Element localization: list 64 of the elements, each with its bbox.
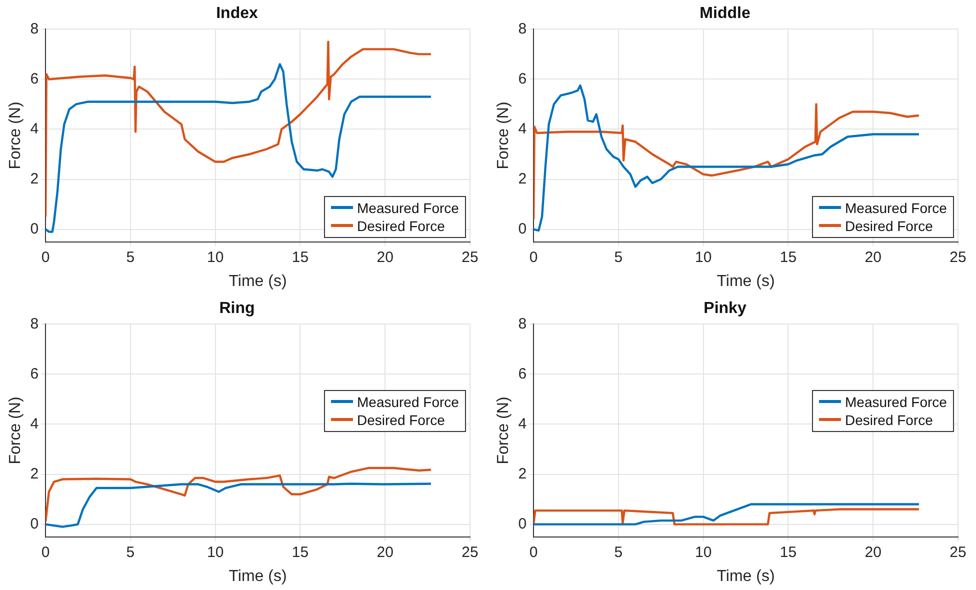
y-tick-label: 0 bbox=[518, 220, 527, 238]
chart-title: Index bbox=[216, 5, 258, 22]
chart-title: Pinky bbox=[704, 300, 746, 318]
legend-label: Measured Force bbox=[357, 392, 459, 410]
x-tick-label: 25 bbox=[950, 544, 966, 561]
y-tick-label: 4 bbox=[518, 415, 527, 432]
x-tick-label: 5 bbox=[126, 248, 135, 266]
x-tick-label: 10 bbox=[694, 248, 712, 266]
y-tick-label: 4 bbox=[30, 415, 39, 432]
y-axis-title: Force (N) bbox=[495, 102, 512, 170]
legend-label: Measured Force bbox=[845, 198, 947, 217]
x-tick-label: 20 bbox=[864, 248, 882, 266]
y-tick-label: 0 bbox=[30, 515, 39, 532]
y-tick-label: 4 bbox=[30, 120, 39, 138]
y-tick-label: 4 bbox=[518, 120, 527, 138]
y-axis-title: Force (N) bbox=[7, 396, 24, 464]
y-tick-label: 2 bbox=[30, 465, 39, 482]
legend-label: Desired Force bbox=[845, 216, 933, 235]
x-tick-label: 25 bbox=[462, 248, 478, 266]
x-tick-label: 15 bbox=[292, 544, 309, 561]
y-tick-label: 8 bbox=[518, 315, 527, 332]
x-tick-label: 25 bbox=[950, 248, 966, 266]
y-axis-title: Force (N) bbox=[7, 102, 24, 170]
x-tick-label: 0 bbox=[529, 544, 538, 561]
legend-label: Measured Force bbox=[845, 392, 947, 410]
x-tick-label: 5 bbox=[614, 248, 623, 266]
chart-title: Middle bbox=[700, 5, 750, 22]
x-tick-label: 15 bbox=[780, 544, 797, 561]
x-axis-title: Time (s) bbox=[228, 568, 287, 585]
legend-label: Desired Force bbox=[357, 216, 445, 235]
x-tick-label: 5 bbox=[126, 544, 135, 561]
x-tick-label: 0 bbox=[41, 248, 50, 266]
y-tick-label: 8 bbox=[30, 315, 39, 332]
y-tick-label: 8 bbox=[30, 20, 39, 38]
legend-label: Desired Force bbox=[357, 410, 445, 428]
y-tick-label: 2 bbox=[518, 170, 527, 188]
x-axis-title: Time (s) bbox=[716, 272, 775, 290]
x-tick-label: 20 bbox=[376, 544, 394, 561]
y-tick-label: 0 bbox=[30, 220, 39, 238]
x-tick-label: 10 bbox=[206, 248, 224, 266]
x-tick-label: 5 bbox=[614, 544, 623, 561]
legend-label: Measured Force bbox=[357, 198, 459, 217]
y-tick-label: 6 bbox=[518, 365, 527, 382]
x-tick-label: 0 bbox=[529, 248, 538, 266]
x-tick-label: 10 bbox=[206, 544, 224, 561]
x-tick-label: 20 bbox=[864, 544, 882, 561]
x-tick-label: 15 bbox=[292, 248, 309, 266]
y-tick-label: 2 bbox=[30, 170, 39, 188]
y-tick-label: 6 bbox=[30, 70, 39, 88]
x-tick-label: 10 bbox=[694, 544, 712, 561]
y-axis-title: Force (N) bbox=[495, 396, 512, 464]
y-tick-label: 8 bbox=[518, 20, 527, 38]
legend-label: Desired Force bbox=[845, 410, 933, 428]
x-tick-label: 20 bbox=[376, 248, 394, 266]
y-tick-label: 6 bbox=[30, 365, 39, 382]
x-tick-label: 25 bbox=[462, 544, 478, 561]
x-tick-label: 15 bbox=[780, 248, 797, 266]
y-tick-label: 2 bbox=[518, 465, 527, 482]
x-tick-label: 0 bbox=[41, 544, 50, 561]
x-axis-title: Time (s) bbox=[716, 568, 775, 585]
x-axis-title: Time (s) bbox=[228, 272, 287, 290]
y-tick-label: 0 bbox=[518, 515, 527, 532]
y-tick-label: 6 bbox=[518, 70, 527, 88]
chart-title: Ring bbox=[219, 300, 255, 318]
